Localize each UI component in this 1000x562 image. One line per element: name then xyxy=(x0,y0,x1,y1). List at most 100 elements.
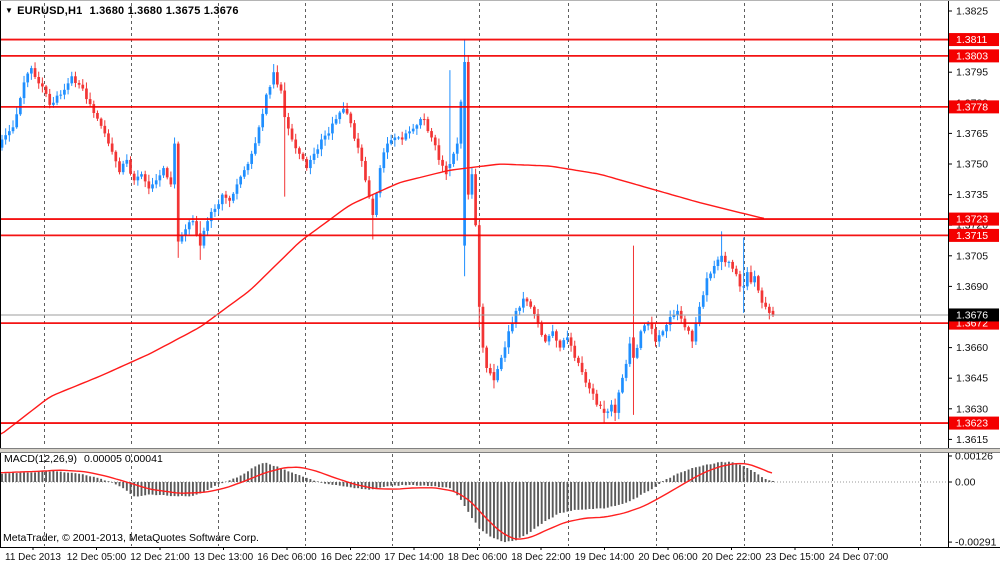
candle-body xyxy=(507,331,511,348)
candle-body xyxy=(712,266,716,274)
candle-body xyxy=(158,175,162,181)
candle-body xyxy=(26,73,30,83)
price-tick-label: 1.3615 xyxy=(956,434,988,446)
candle-body xyxy=(492,372,496,381)
candle-body xyxy=(397,137,400,139)
candle-body xyxy=(66,83,70,90)
candle-body xyxy=(485,347,488,368)
candle-body xyxy=(228,197,231,201)
candle-body xyxy=(477,225,481,307)
sr-price-badge xyxy=(949,228,999,242)
candle-body xyxy=(272,72,276,85)
candle-body xyxy=(676,310,679,315)
price-tick-label: 1.3765 xyxy=(956,128,988,140)
candle-body xyxy=(521,298,525,308)
time-tick-label: 24 Dec 07:00 xyxy=(829,552,889,562)
candle-body xyxy=(595,393,599,405)
candle-body xyxy=(154,180,158,185)
time-tick-label: 16 Dec 06:00 xyxy=(257,552,317,562)
candle-body xyxy=(290,128,294,140)
candle-body xyxy=(610,404,613,412)
candle-body xyxy=(694,322,698,342)
candle-body xyxy=(749,272,753,283)
candle-body xyxy=(283,90,287,118)
sr-price-badge-label: 1.3723 xyxy=(956,214,988,226)
candle-body xyxy=(74,76,77,83)
candle-body xyxy=(444,165,448,175)
candle-body xyxy=(643,325,646,332)
time-tick-label: 23 Dec 15:00 xyxy=(765,552,825,562)
candle-body xyxy=(470,174,474,195)
candle-body xyxy=(235,184,239,194)
candle-body xyxy=(382,152,386,169)
time-tick-label: 12 Dec 21:00 xyxy=(130,552,190,562)
candle-body xyxy=(52,102,55,105)
candle-body xyxy=(198,233,202,246)
candle-body xyxy=(558,340,562,348)
moving-average[interactable] xyxy=(0,163,765,435)
candle-body xyxy=(573,345,577,358)
candle-body xyxy=(187,222,191,230)
candle-body xyxy=(510,323,514,332)
candle-body xyxy=(422,119,426,121)
candle-body xyxy=(136,176,140,181)
candle-body xyxy=(555,331,558,341)
candle-body xyxy=(654,328,657,342)
candle-body xyxy=(114,151,118,162)
candle-body xyxy=(81,84,85,89)
candle-body xyxy=(165,168,169,178)
candle-body xyxy=(213,208,217,212)
macd-values: 0.00005 0.00041 xyxy=(83,453,163,465)
candle-body xyxy=(720,255,723,262)
candle-body xyxy=(687,327,690,331)
macd-tick-label: 0.00 xyxy=(955,477,976,489)
time-tick-label: 20 Dec 22:00 xyxy=(702,552,762,562)
candle-body xyxy=(287,117,290,129)
axes[interactable]: 1.38251.38101.37951.37801.37651.37501.37… xyxy=(5,6,997,562)
candle-body xyxy=(723,255,727,263)
candle-body xyxy=(624,363,628,378)
candle-body xyxy=(529,301,533,307)
time-tick-label: 12 Dec 05:00 xyxy=(67,552,127,562)
candle-body xyxy=(375,193,378,215)
candle-body xyxy=(103,125,107,134)
price-tick-label: 1.3690 xyxy=(956,281,988,293)
bid-price-badge xyxy=(949,308,999,322)
day-separators xyxy=(44,3,921,546)
candle-body xyxy=(488,368,492,374)
time-tick-label: 18 Dec 06:00 xyxy=(448,552,508,562)
candle-body xyxy=(59,94,63,96)
sr-lines[interactable]: 1.38111.38031.37781.37231.37151.36721.36… xyxy=(0,33,999,430)
panel-splitter[interactable] xyxy=(0,449,1000,452)
candle-body xyxy=(566,337,569,341)
price-tick-label: 1.3735 xyxy=(956,189,988,201)
candle-body xyxy=(499,357,503,370)
candle-body xyxy=(635,347,639,358)
candle-body xyxy=(110,143,114,152)
candle-body xyxy=(518,307,522,311)
candle-body xyxy=(44,86,48,94)
candle-body xyxy=(433,137,437,146)
ma-line[interactable] xyxy=(0,163,765,435)
candle-body xyxy=(22,82,26,99)
candle-body xyxy=(202,230,206,246)
candle-body xyxy=(33,68,37,77)
candle-body xyxy=(206,221,209,231)
candle-body xyxy=(323,135,327,140)
candle-body xyxy=(191,221,195,223)
candle-body xyxy=(250,153,254,164)
candle-body xyxy=(701,295,705,307)
candle-body xyxy=(580,362,584,373)
candle-body xyxy=(121,163,125,173)
candle-body xyxy=(665,324,668,332)
candle-body xyxy=(731,261,734,269)
price-tick-label: 1.3795 xyxy=(956,67,988,79)
sr-price-badge xyxy=(949,49,999,63)
candle-body xyxy=(239,176,242,185)
chart-menu-triangle-icon: ▼ xyxy=(5,6,14,15)
candle-body xyxy=(143,174,147,182)
candle-body xyxy=(70,76,74,84)
candle-body xyxy=(276,72,279,85)
